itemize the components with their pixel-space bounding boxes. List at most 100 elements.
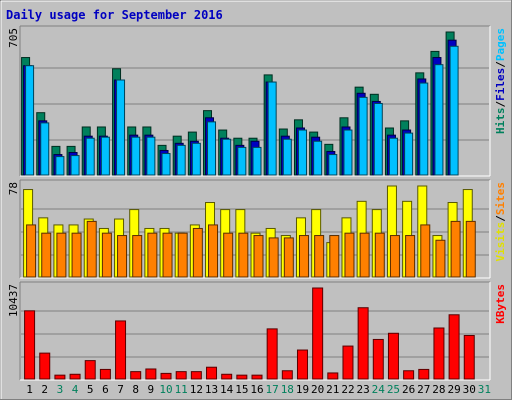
bar-kbytes-day-6 — [99, 368, 111, 380]
day-label: 4 — [72, 383, 79, 396]
bar-sites-day-25 — [389, 235, 400, 278]
legend-files: Files — [494, 68, 507, 101]
day-label: 27 — [417, 383, 430, 396]
bar-pages-day-28 — [434, 64, 444, 176]
bar-sites-day-5 — [86, 220, 97, 278]
day-label: 12 — [190, 383, 203, 396]
day-label: 10 — [159, 383, 172, 396]
bar-sites-day-27 — [420, 224, 431, 278]
bar-pages-day-23 — [358, 96, 368, 176]
bar-pages-day-8 — [131, 136, 141, 176]
bar-sites-day-28 — [435, 239, 446, 278]
day-label: 28 — [432, 383, 445, 396]
bar-pages-day-20 — [313, 140, 323, 176]
bar-sites-day-2 — [41, 232, 52, 278]
bar-sites-day-11 — [177, 232, 188, 278]
day-label: 18 — [281, 383, 294, 396]
bar-sites-day-15 — [238, 232, 249, 278]
legend-separator: / — [494, 215, 507, 222]
day-label: 26 — [402, 383, 415, 396]
bar-sites-day-22 — [344, 232, 355, 278]
bar-kbytes-day-28 — [433, 327, 445, 380]
bar-pages-day-3 — [55, 156, 65, 176]
bar-kbytes-day-15 — [236, 374, 248, 380]
bar-pages-day-15 — [237, 146, 247, 176]
bar-kbytes-day-20 — [312, 287, 324, 380]
bar-kbytes-day-4 — [69, 373, 81, 380]
bar-kbytes-day-29 — [448, 314, 460, 380]
bar-sites-day-30 — [465, 220, 476, 278]
bar-kbytes-day-9 — [145, 368, 157, 380]
bar-kbytes-day-23 — [357, 307, 369, 380]
day-label: 19 — [296, 383, 309, 396]
bar-pages-day-25 — [388, 137, 398, 176]
day-label: 31 — [478, 383, 491, 396]
bar-pages-day-17 — [267, 81, 277, 176]
plot-area — [20, 282, 490, 380]
bar-kbytes-day-3 — [54, 374, 66, 380]
day-label: 6 — [102, 383, 109, 396]
panel-2: 78 Visits/Sites — [7, 179, 507, 279]
y-max-label: 10437 — [7, 284, 20, 317]
bar-pages-day-4 — [70, 155, 80, 176]
bar-sites-day-12 — [192, 227, 203, 278]
bar-pages-day-16 — [252, 146, 262, 176]
bar-pages-day-2 — [40, 122, 50, 176]
bar-pages-day-1 — [25, 65, 35, 176]
legend-pages: Pages — [494, 28, 507, 61]
bar-sites-day-7 — [117, 235, 128, 278]
bar-kbytes-day-19 — [296, 349, 308, 380]
bar-sites-day-8 — [132, 235, 143, 278]
side-legend: Hits/Files/Pages — [494, 28, 507, 134]
day-label: 24 — [372, 383, 386, 396]
day-labels: 1 2 3 4 5 6 7 8 9 10 11 12 13 14 15 16 17 18 19 20 21 22 23 24 2… — [26, 383, 491, 396]
day-label: 30 — [463, 383, 476, 396]
bar-sites-day-3 — [56, 232, 67, 278]
bar-sites-day-23 — [359, 232, 370, 278]
bar-kbytes-day-8 — [130, 371, 142, 380]
bar-pages-day-22 — [343, 129, 353, 176]
bar-pages-day-11 — [176, 144, 186, 176]
bar-sites-day-6 — [101, 232, 112, 278]
bar-sites-day-16 — [253, 235, 264, 278]
panel-3: 10437 KBytes — [7, 281, 507, 381]
bar-pages-day-19 — [297, 129, 307, 176]
day-label: 13 — [205, 383, 218, 396]
day-label: 7 — [117, 383, 124, 396]
bar-sites-day-18 — [283, 237, 294, 278]
bar-kbytes-day-14 — [221, 373, 233, 380]
day-label: 16 — [250, 383, 263, 396]
day-label: 1 — [26, 383, 33, 396]
day-label: 25 — [387, 383, 400, 396]
bar-kbytes-day-12 — [190, 371, 202, 380]
legend-sites: Sites — [494, 182, 507, 215]
y-max-label: 705 — [7, 28, 20, 48]
bar-sites-day-19 — [298, 235, 309, 278]
legend-kbytes: KBytes — [494, 284, 507, 324]
bar-pages-day-29 — [449, 45, 459, 176]
bar-kbytes-day-21 — [327, 372, 339, 380]
bar-sites-day-9 — [147, 232, 158, 278]
bar-kbytes-day-27 — [418, 368, 430, 380]
bar-sites-day-24 — [374, 232, 385, 278]
day-label: 3 — [57, 383, 64, 396]
legend-separator: / — [494, 61, 507, 68]
bar-sites-day-4 — [71, 232, 82, 278]
bar-kbytes-day-11 — [175, 371, 187, 380]
bar-pages-day-6 — [100, 136, 110, 176]
bar-sites-day-10 — [162, 232, 173, 278]
day-label: 14 — [220, 383, 234, 396]
bar-pages-day-14 — [222, 138, 232, 176]
legend-hits: Hits — [494, 108, 507, 135]
bar-sites-day-1 — [26, 224, 37, 278]
bar-sites-day-21 — [329, 235, 340, 278]
chart-title: Daily usage for September 2016 — [6, 8, 223, 22]
bar-kbytes-day-13 — [206, 366, 218, 380]
bar-sites-day-29 — [450, 220, 461, 278]
bar-sites-day-13 — [208, 224, 219, 278]
bar-pages-day-13 — [207, 121, 217, 176]
bar-pages-day-21 — [328, 154, 338, 176]
